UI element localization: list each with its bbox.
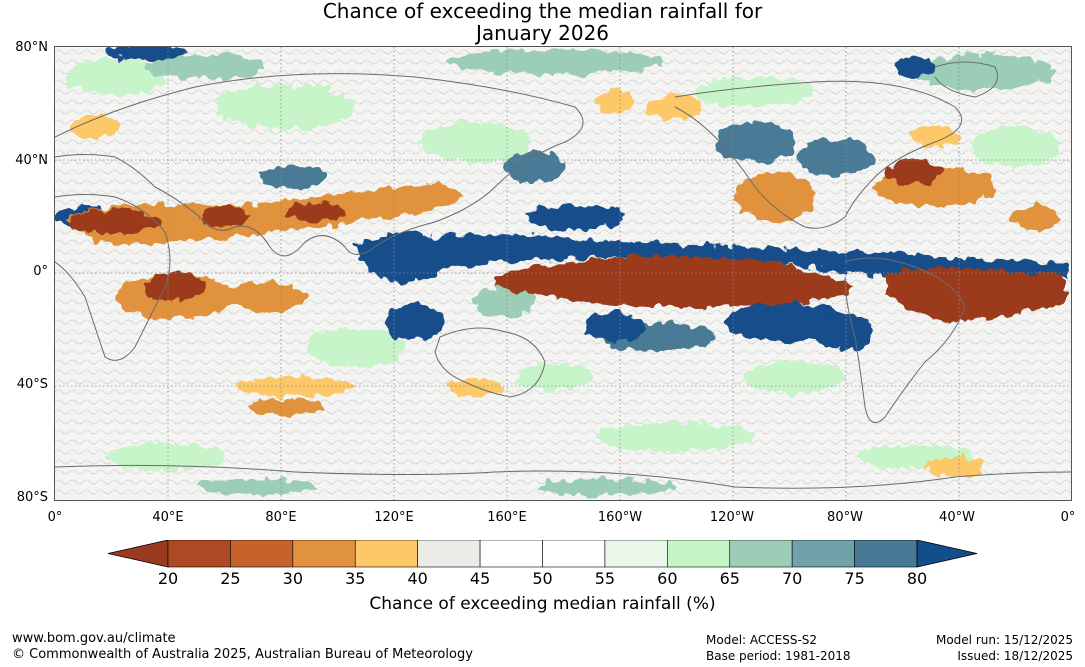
colorbar-bin: [354, 540, 418, 568]
orange-patches: [65, 167, 1060, 415]
colorbar-bin: [604, 540, 668, 568]
lon-label-0: 0°: [47, 510, 63, 525]
chart-title-line-2: January 2026: [475, 21, 610, 45]
colorbar-bin: [479, 540, 543, 568]
lat-label-80n: 80°N: [15, 40, 48, 55]
colorbar-bins: [167, 540, 918, 568]
colorbar-tick-label: 55: [594, 569, 616, 588]
colorbar-tick-label: 75: [844, 569, 865, 588]
lat-label-0: 0°: [33, 264, 48, 279]
graticule: [55, 47, 1071, 500]
lat-label-40n: 40°N: [15, 153, 48, 168]
colorbar-tick-label: 45: [469, 569, 491, 588]
antarctica-coast: [55, 464, 1071, 489]
lat-label-40s: 40°S: [16, 377, 48, 392]
base-period: Base period: 1981-2018: [706, 649, 851, 663]
probability-field: [55, 47, 1071, 495]
lon-label-160w: 160°W: [597, 510, 643, 525]
blue-dark-patches: [55, 47, 1071, 350]
blue-mid-patches: [260, 122, 875, 351]
colorbar-tick-label: 80: [906, 569, 928, 588]
colorbar-tick-label: 70: [781, 569, 803, 588]
colorbar-tick-label: 60: [657, 569, 678, 588]
colorbar-bin: [542, 540, 606, 568]
green-patches: [65, 59, 1060, 471]
footer-attribution: www.bom.gov.au/climate © Commonwealth of…: [12, 631, 473, 663]
footer-run-info: Model run: 15/12/2025 Issued: 18/12/2025: [936, 632, 1073, 664]
colorbar-over-triangle: [916, 540, 978, 568]
model-name: Model: ACCESS-S2: [706, 633, 818, 647]
model-run-date: Model run: 15/12/2025: [935, 633, 1073, 647]
north-america-coast: [674, 80, 963, 229]
lon-label-160e: 160°E: [487, 510, 527, 525]
south-america-coast: [844, 257, 966, 424]
colorbar-bin: [667, 540, 731, 568]
eurasia-coast: [55, 73, 584, 257]
colorbar-tick-label: 30: [282, 569, 304, 588]
colorbar-bin: [167, 540, 231, 568]
footer-model-info: Model: ACCESS-S2 Base period: 1981-2018: [706, 632, 851, 664]
colorbar: [107, 540, 978, 568]
lat-label-80s: 80°S: [16, 490, 48, 505]
colorbar-bin: [729, 540, 793, 568]
lon-label-40e: 40°E: [152, 510, 184, 525]
colorbar-label: Chance of exceeding median rainfall (%): [369, 594, 716, 614]
colorbar-bin: [230, 540, 294, 568]
colorbar-tick-label: 35: [345, 569, 366, 588]
colorbar-bin: [854, 540, 918, 568]
lon-label-0-right: 0°: [1060, 510, 1076, 525]
rainfall-probability-map: [54, 46, 1072, 501]
australia-coast: [434, 327, 546, 398]
map-canvas: [55, 47, 1071, 500]
issued-date: Issued: 18/12/2025: [957, 649, 1073, 663]
colorbar-tick-label: 40: [407, 569, 428, 588]
lon-label-80e: 80°E: [265, 510, 297, 525]
brown-patches: [70, 160, 1065, 322]
colorbar-bin: [292, 540, 356, 568]
africa-coast: [55, 194, 171, 361]
colorbar-tick-label: 65: [719, 569, 740, 588]
colorbar-tick-label: 25: [220, 569, 241, 588]
lon-label-120e: 120°E: [374, 510, 414, 525]
chart-title-line-1: Chance of exceeding the median rainfall …: [322, 0, 763, 23]
yellow-patches: [70, 90, 985, 477]
greenland-coast: [934, 61, 998, 98]
copyright-text: © Commonwealth of Australia 2025, Austra…: [12, 647, 473, 662]
colorbar-tick-label: 50: [532, 569, 553, 588]
website-link[interactable]: www.bom.gov.au/climate: [12, 631, 176, 646]
lon-label-120w: 120°W: [709, 510, 755, 525]
coastlines: [55, 61, 1071, 489]
lon-label-40w: 40°W: [939, 510, 975, 525]
colorbar-tick-label: 20: [157, 569, 179, 588]
lon-label-80w: 80°W: [827, 510, 863, 525]
colorbar-bin: [791, 540, 855, 568]
colorbar-bin: [417, 540, 481, 568]
colorbar-under-triangle: [107, 540, 169, 568]
